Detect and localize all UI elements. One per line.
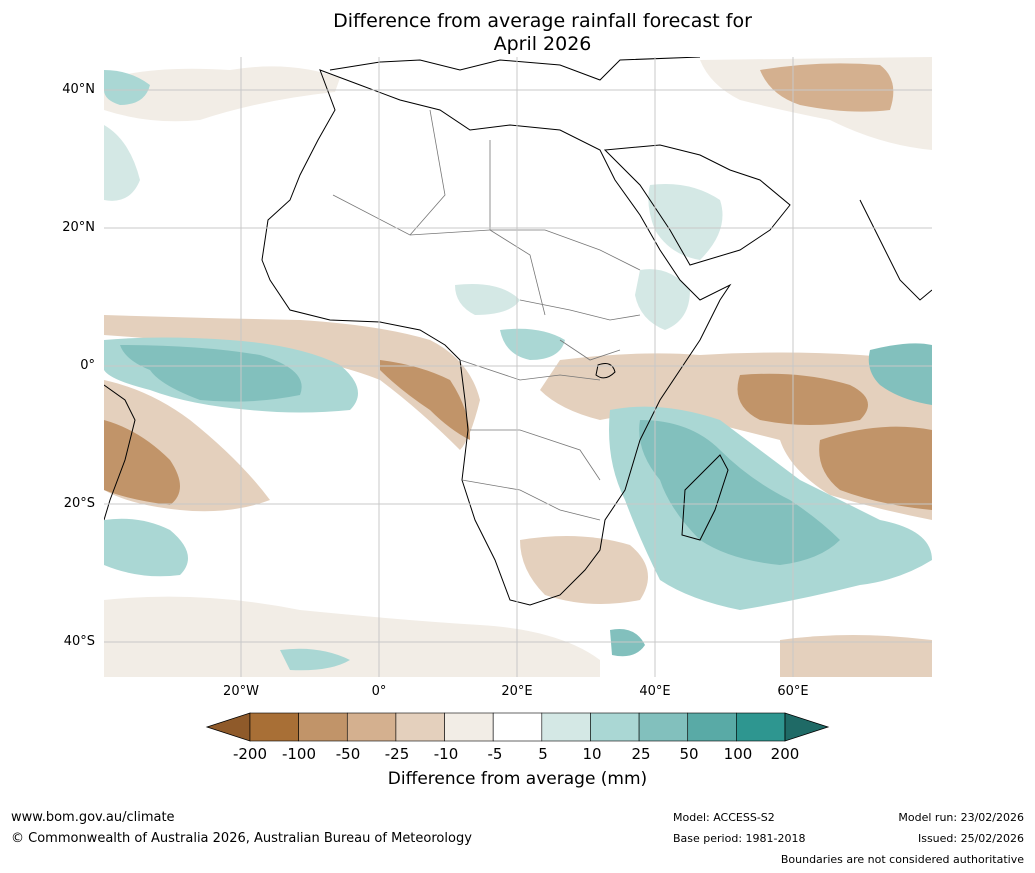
colorbar-over-arrow	[784, 712, 830, 742]
colorbar-under-arrow	[205, 712, 251, 742]
base-period-text: Base period: 1981-2018	[673, 832, 806, 845]
lon-label-0: 0°	[371, 684, 387, 699]
colorbar-cell	[541, 712, 591, 742]
wet-region-equatorial-atlantic-core	[120, 345, 302, 402]
dry-region-gulf-guinea-band	[104, 315, 480, 450]
gridlines	[104, 57, 932, 677]
dry-anomaly-regions	[104, 57, 932, 677]
colorbar-tick: 25	[631, 745, 651, 763]
colorbar-cell	[346, 712, 397, 742]
colorbar-title: Difference from average (mm)	[387, 769, 648, 789]
title-line-2: April 2026	[493, 33, 592, 55]
lat-label-0: 0°	[80, 358, 95, 373]
colorbar	[205, 712, 830, 742]
copyright-text: © Commonwealth of Australia 2026, Austra…	[11, 831, 472, 846]
dry-region-south-africa	[520, 536, 648, 604]
lat-label-40n: 40°N	[62, 82, 95, 97]
dry-region-indian-ocean-core	[737, 373, 868, 425]
wet-region-congo	[500, 328, 565, 360]
colorbar-tick: -100	[281, 745, 317, 763]
wet-anomaly-regions	[104, 70, 932, 671]
colorbar-cell	[590, 712, 640, 742]
colorbar-tick: 50	[679, 745, 699, 763]
colorbar-cell	[736, 712, 786, 742]
colorbar-cell	[298, 712, 348, 742]
dry-region-south-atlantic-core	[104, 420, 180, 505]
dry-region-north-atlantic	[104, 66, 340, 122]
dry-region-southern-ocean-east	[780, 635, 932, 677]
coastlines	[104, 57, 932, 606]
india-coastline	[859, 199, 932, 301]
colorbar-tick: 200	[770, 745, 800, 763]
colorbar-cell	[249, 712, 299, 742]
wet-region-east-indian	[868, 343, 932, 405]
colorbar-tick: -5	[487, 745, 503, 763]
dry-region-angola-coast	[380, 360, 470, 440]
dry-region-southern-ocean	[104, 596, 600, 677]
colorbar-cell	[687, 712, 737, 742]
wet-region-atlantic-subtropics	[104, 125, 140, 201]
europe-coastline	[329, 57, 701, 81]
colorbar-tick: 10	[582, 745, 602, 763]
arabia-coastline	[603, 144, 791, 266]
lon-label-20w: 20°W	[223, 684, 259, 699]
model-text: Model: ACCESS-S2	[673, 811, 775, 824]
title-line-1: Difference from average rainfall forecas…	[333, 10, 752, 32]
wet-region-northwest-atlantic	[104, 70, 150, 105]
lat-label-40s: 40°S	[63, 634, 95, 649]
colorbar-tick: -25	[384, 745, 410, 763]
lat-label-20s: 20°S	[63, 496, 95, 511]
south-america-coastline	[104, 384, 136, 521]
colorbar-tick: -50	[335, 745, 361, 763]
wet-region-madagascar-core	[639, 420, 840, 565]
wet-region-central-africa	[455, 284, 520, 315]
wet-region-south-atlantic	[104, 518, 188, 577]
colorbar-tick: 5	[538, 745, 548, 763]
wet-region-southern-ocean	[280, 648, 350, 671]
colorbar-tick: -200	[232, 745, 268, 763]
map-title: Difference from average rainfall forecas…	[0, 10, 1035, 56]
colorbar-cell	[492, 712, 543, 742]
lon-label-20e: 20°E	[501, 684, 533, 699]
wet-region-agulhas	[610, 629, 645, 657]
madagascar-coastline	[681, 454, 729, 541]
issued-text: Issued: 25/02/2026	[917, 832, 1024, 845]
lon-label-60e: 60°E	[777, 684, 809, 699]
dry-region-southeast-indian	[819, 426, 932, 510]
lon-label-40e: 40°E	[639, 684, 671, 699]
colorbar-cell	[444, 712, 494, 742]
lat-label-20n: 20°N	[62, 220, 95, 235]
website-link[interactable]: www.bom.gov.au/climate	[11, 810, 175, 825]
lake-victoria	[595, 363, 616, 379]
boundaries-disclaimer: Boundaries are not considered authoritat…	[780, 853, 1024, 866]
colorbar-cell	[395, 712, 445, 742]
wet-region-horn-africa	[635, 269, 690, 330]
colorbar-tick: 100	[723, 745, 753, 763]
africa-coastline	[261, 69, 732, 606]
colorbar-tick: -10	[433, 745, 459, 763]
wet-region-arabia	[648, 184, 723, 260]
colorbar-cell	[638, 712, 689, 742]
model-run-text: Model run: 23/02/2026	[898, 811, 1024, 824]
